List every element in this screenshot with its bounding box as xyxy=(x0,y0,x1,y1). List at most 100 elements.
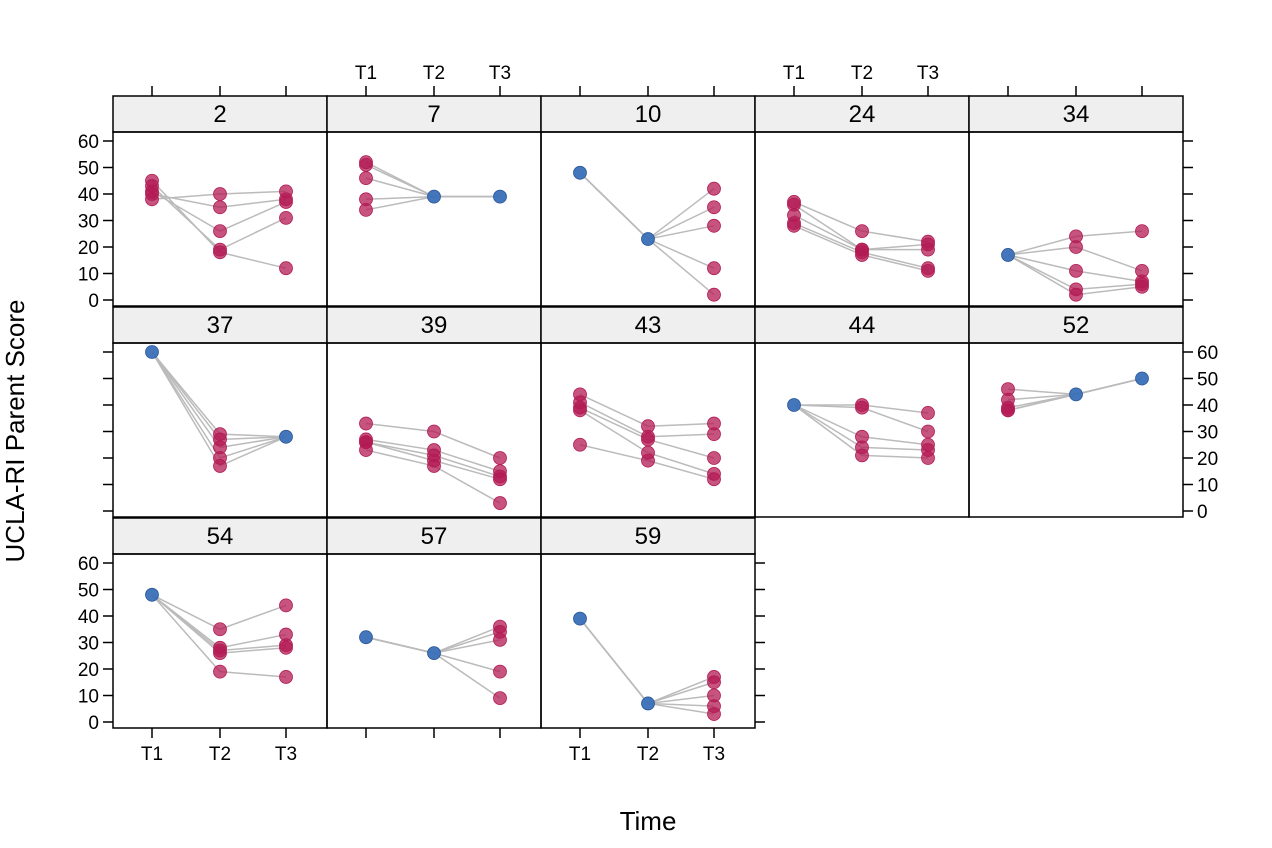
trajectory-line xyxy=(579,618,715,705)
y-tick-label: 40 xyxy=(1197,396,1218,417)
y-axis-title: UCLA-RI Parent Score xyxy=(0,300,30,563)
x-axis: T1 T2 T3 xyxy=(569,728,725,765)
data-point xyxy=(1135,279,1149,294)
panel-strip xyxy=(540,517,756,555)
panel-strip xyxy=(112,95,328,133)
data-point xyxy=(1135,224,1149,239)
y-tick-label: 60 xyxy=(78,554,99,575)
data-point xyxy=(213,664,227,679)
y-tick-label: 50 xyxy=(1197,370,1218,391)
data-point xyxy=(921,242,935,257)
strip-label: 59 xyxy=(635,523,662,550)
trajectory-line xyxy=(579,618,715,705)
panel-strip xyxy=(754,95,970,133)
panel-10: 10 xyxy=(540,95,756,307)
y-tick-label: 40 xyxy=(78,185,99,206)
strip-label: 34 xyxy=(1063,101,1090,128)
y-tick-label: 20 xyxy=(78,660,99,681)
anchor-point xyxy=(787,398,801,412)
panel-24: 24 xyxy=(754,95,970,307)
data-point xyxy=(855,248,869,262)
data-point xyxy=(213,187,227,201)
panels-layer: 2 7 10 24 34 37 39 43 44 52 54 57 59 xyxy=(112,95,1184,729)
x-tick-label: T2 xyxy=(209,744,231,765)
data-point xyxy=(707,218,721,233)
data-point xyxy=(707,451,721,465)
y-tick-label: 30 xyxy=(78,634,99,655)
data-point xyxy=(493,632,507,647)
strip-label: 7 xyxy=(427,101,440,128)
data-point xyxy=(359,416,373,431)
data-point xyxy=(855,400,869,415)
y-tick-label: 0 xyxy=(88,291,99,312)
strip-label: 37 xyxy=(207,312,234,339)
strip-label: 43 xyxy=(635,312,662,339)
panel-59: 59 xyxy=(540,517,756,729)
trajectory-line xyxy=(579,618,715,705)
data-point xyxy=(707,472,721,487)
data-point xyxy=(1001,403,1015,418)
y-tick-label: 30 xyxy=(78,212,99,233)
data-point xyxy=(1069,263,1083,278)
x-tick-label: T3 xyxy=(917,63,939,84)
data-point xyxy=(1069,287,1083,302)
data-point xyxy=(707,675,721,690)
y-tick-label: 10 xyxy=(1197,476,1218,497)
panel-frame xyxy=(326,131,542,307)
panel-strip xyxy=(112,517,328,555)
x-axis xyxy=(151,86,287,96)
panel-frame xyxy=(112,131,328,307)
data-point xyxy=(855,224,869,239)
data-point xyxy=(855,448,869,463)
anchor-point xyxy=(145,587,159,602)
data-point xyxy=(279,261,293,276)
data-point xyxy=(279,210,293,225)
y-tick-label: 0 xyxy=(88,713,99,734)
panel-strip xyxy=(754,306,970,344)
panel-strip xyxy=(326,95,542,133)
data-point xyxy=(493,472,507,487)
panel-7: 7 xyxy=(326,95,542,307)
panel-frame xyxy=(326,553,542,729)
y-tick-label: 20 xyxy=(78,238,99,259)
data-point xyxy=(359,157,373,172)
data-point xyxy=(359,171,373,186)
data-point xyxy=(213,622,227,637)
data-point xyxy=(359,202,373,217)
data-point xyxy=(279,640,293,655)
x-tick-label: T3 xyxy=(489,63,511,84)
anchor-point xyxy=(573,165,587,180)
data-point xyxy=(279,192,293,207)
y-tick-label: 60 xyxy=(78,132,99,153)
x-tick-label: T2 xyxy=(851,63,873,84)
panel-strip xyxy=(112,306,328,344)
y-tick-label: 40 xyxy=(78,607,99,628)
data-point xyxy=(921,424,935,439)
x-tick-label: T1 xyxy=(783,63,805,84)
data-point xyxy=(921,406,935,420)
strip-label: 24 xyxy=(849,101,876,128)
panel-2: 2 xyxy=(112,95,328,307)
data-point xyxy=(573,403,587,418)
data-point xyxy=(427,459,441,473)
data-point xyxy=(787,218,801,233)
strip-label: 57 xyxy=(421,523,448,550)
y-axis: 0 10 20 30 40 50 60 xyxy=(1183,343,1218,523)
strip-label: 10 xyxy=(635,101,662,128)
y-tick-label: 30 xyxy=(1197,423,1218,444)
y-tick-label: 10 xyxy=(78,265,99,286)
y-tick-label: 10 xyxy=(78,687,99,708)
panel-frame xyxy=(540,131,756,307)
x-tick-label: T2 xyxy=(637,744,659,765)
panel-strip xyxy=(968,306,1184,344)
y-axis: 0 10 20 30 40 50 60 xyxy=(78,132,113,312)
strip-label: 2 xyxy=(213,101,226,128)
anchor-point xyxy=(279,429,293,444)
data-point xyxy=(493,664,507,679)
panel-frame xyxy=(968,131,1184,307)
trajectory-line xyxy=(579,172,715,269)
anchor-point xyxy=(573,611,587,626)
strip-label: 52 xyxy=(1063,312,1090,339)
anchor-point xyxy=(427,189,441,204)
panel-frame xyxy=(754,131,970,307)
